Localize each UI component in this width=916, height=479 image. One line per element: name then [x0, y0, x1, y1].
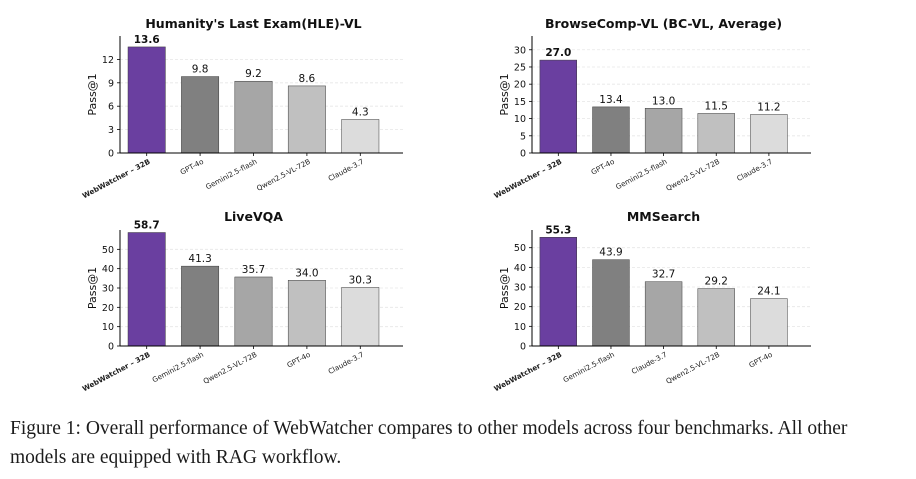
bar-4 [697, 113, 735, 154]
y-axis-label: Pass@1 [498, 267, 511, 309]
bar-5 [750, 114, 788, 154]
value-label: 29.2 [705, 276, 728, 288]
category-label: Gemini2.5-flash [614, 157, 668, 192]
category-label: Claude-3.7 [630, 350, 669, 376]
value-label: 9.2 [245, 68, 262, 80]
chart-panel-3: 58.7 WebWatcher – 32B 41.3 Gemini2.5-flash 3… [81, 209, 403, 393]
bar-5 [341, 119, 380, 154]
benchmark-figure: 13.6 WebWatcher – 32B 9.8 GPT-4o 9.2 Gemini2.… [81, 16, 811, 393]
y-tick-label: 30 [102, 284, 114, 295]
y-tick-label: 10 [514, 114, 526, 125]
y-tick-label: 50 [514, 243, 526, 254]
value-label: 34.0 [295, 267, 318, 279]
value-label: 41.3 [188, 253, 211, 265]
value-label: 11.5 [705, 100, 728, 112]
y-tick-label: 15 [514, 97, 526, 108]
y-tick-label: 10 [514, 322, 526, 333]
value-label: 55.3 [545, 224, 571, 236]
bar-2 [592, 106, 630, 154]
y-tick-label: 6 [108, 102, 114, 113]
y-axis-label: Pass@1 [86, 267, 99, 309]
chart-title: Humanity's Last Exam(HLE)-VL [145, 16, 361, 31]
chart-title: BrowseComp-VL (BC-VL, Average) [545, 16, 782, 31]
figure-caption: Figure 1: Overall performance of WebWatc… [10, 418, 848, 468]
bar-4 [287, 280, 326, 347]
y-tick-label: 10 [102, 322, 114, 333]
y-tick-label: 9 [108, 78, 114, 89]
y-tick-label: 40 [102, 264, 114, 275]
y-tick-label: 30 [514, 283, 526, 294]
y-tick-label: 3 [108, 125, 114, 136]
y-tick-label: 40 [514, 263, 526, 274]
bar-3 [644, 108, 683, 154]
bar-5 [750, 298, 788, 347]
bar-1 [539, 237, 577, 347]
bar-2 [181, 76, 220, 154]
y-tick-label: 5 [520, 131, 526, 142]
value-label: 43.9 [599, 247, 622, 259]
value-label: 35.7 [242, 264, 265, 276]
value-label: 58.7 [134, 220, 160, 232]
bar-1 [127, 46, 166, 154]
y-tick-label: 20 [514, 302, 526, 313]
value-label: 9.8 [192, 64, 209, 76]
value-label: 8.6 [299, 73, 316, 85]
value-label: 24.1 [757, 286, 780, 298]
value-label: 13.6 [134, 34, 160, 46]
value-label: 4.3 [352, 106, 369, 118]
chart-title: MMSearch [627, 209, 700, 224]
category-label: WebWatcher – 32B [492, 350, 563, 393]
bar-1 [127, 232, 166, 347]
y-tick-label: 20 [514, 80, 526, 91]
category-label: WebWatcher – 32B [81, 350, 152, 393]
y-axis-label: Pass@1 [86, 73, 99, 115]
category-label: Gemini2.5-flash [562, 350, 616, 385]
chart-panel-4: 55.3 WebWatcher – 32B 43.9 Gemini2.5-flash 3… [492, 209, 811, 393]
y-tick-label: 0 [108, 342, 114, 353]
y-tick-label: 20 [102, 303, 114, 314]
category-label: Claude-3.7 [327, 157, 366, 183]
y-tick-label: 0 [108, 149, 114, 160]
y-axis-label: Pass@1 [498, 73, 511, 115]
bar-2 [592, 259, 630, 347]
category-label: Qwen2.5-VL-72B [664, 157, 721, 193]
y-tick-label: 30 [514, 45, 526, 56]
category-label: Claude-3.7 [327, 350, 366, 376]
bar-3 [234, 80, 273, 154]
value-label: 30.3 [349, 274, 372, 286]
y-tick-label: 0 [520, 149, 526, 160]
category-label: GPT-4o [747, 350, 773, 370]
value-label: 11.2 [757, 101, 780, 113]
bar-2 [181, 265, 220, 347]
bar-1 [539, 59, 577, 154]
category-label: Qwen2.5-VL-72B [202, 350, 259, 386]
value-label: 27.0 [545, 47, 571, 59]
value-label: 32.7 [652, 269, 675, 281]
category-label: Gemini2.5-flash [151, 350, 205, 385]
y-tick-label: 0 [520, 342, 526, 353]
value-label: 13.0 [652, 95, 675, 107]
category-label: WebWatcher – 32B [492, 157, 563, 200]
chart-panel-2: 27.0 WebWatcher – 32B 13.4 GPT-4o 13.0 Gemini… [492, 16, 811, 200]
category-label: WebWatcher – 32B [81, 157, 152, 200]
category-label: Claude-3.7 [735, 157, 774, 183]
category-label: Gemini2.5-flash [204, 157, 258, 192]
y-tick-label: 12 [102, 55, 114, 66]
bar-3 [644, 281, 683, 347]
value-label: 13.4 [599, 94, 623, 106]
category-label: Qwen2.5-VL-72B [664, 350, 721, 386]
bar-4 [697, 288, 735, 347]
category-label: GPT-4o [285, 350, 311, 370]
bar-4 [287, 85, 326, 154]
bar-5 [341, 287, 380, 347]
category-label: Qwen2.5-VL-72B [255, 157, 312, 193]
bar-3 [234, 276, 273, 347]
category-label: GPT-4o [589, 157, 615, 177]
y-tick-label: 50 [102, 245, 114, 256]
chart-panel-1: 13.6 WebWatcher – 32B 9.8 GPT-4o 9.2 Gemini2.… [81, 16, 403, 200]
category-label: GPT-4o [179, 157, 205, 177]
chart-title: LiveVQA [224, 209, 283, 224]
y-tick-label: 25 [514, 62, 526, 73]
